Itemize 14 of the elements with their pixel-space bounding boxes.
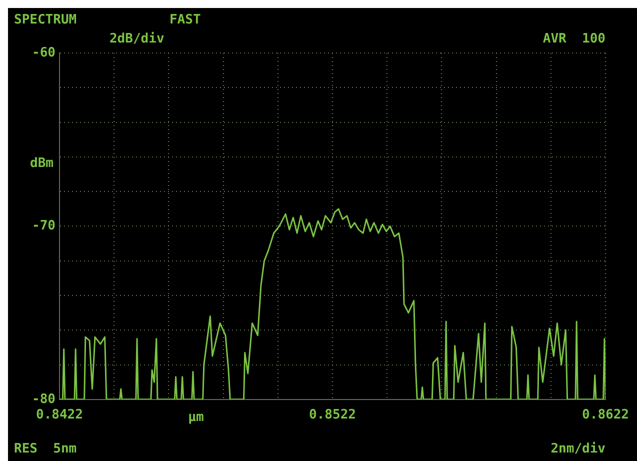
x-tick-label: 0.8422 (36, 408, 83, 423)
text: 2dB/div (109, 31, 164, 46)
x-tick-label: 0.8622 (582, 408, 630, 423)
text: RES 5nm (14, 441, 77, 456)
text: AVR 100 (542, 31, 606, 46)
chart-title: SPECTRUM (14, 12, 77, 28)
y-axis-title: dBm (30, 156, 54, 172)
y-tick-label: -70 (32, 218, 56, 234)
y-tick-label: -80 (32, 392, 56, 407)
text: FAST (169, 12, 201, 28)
y-tick-label: -60 (32, 45, 56, 60)
x-axis-title: µm (188, 410, 204, 425)
x-tick-label: 0.8522 (309, 408, 356, 423)
text: 2nm/div (550, 441, 606, 456)
